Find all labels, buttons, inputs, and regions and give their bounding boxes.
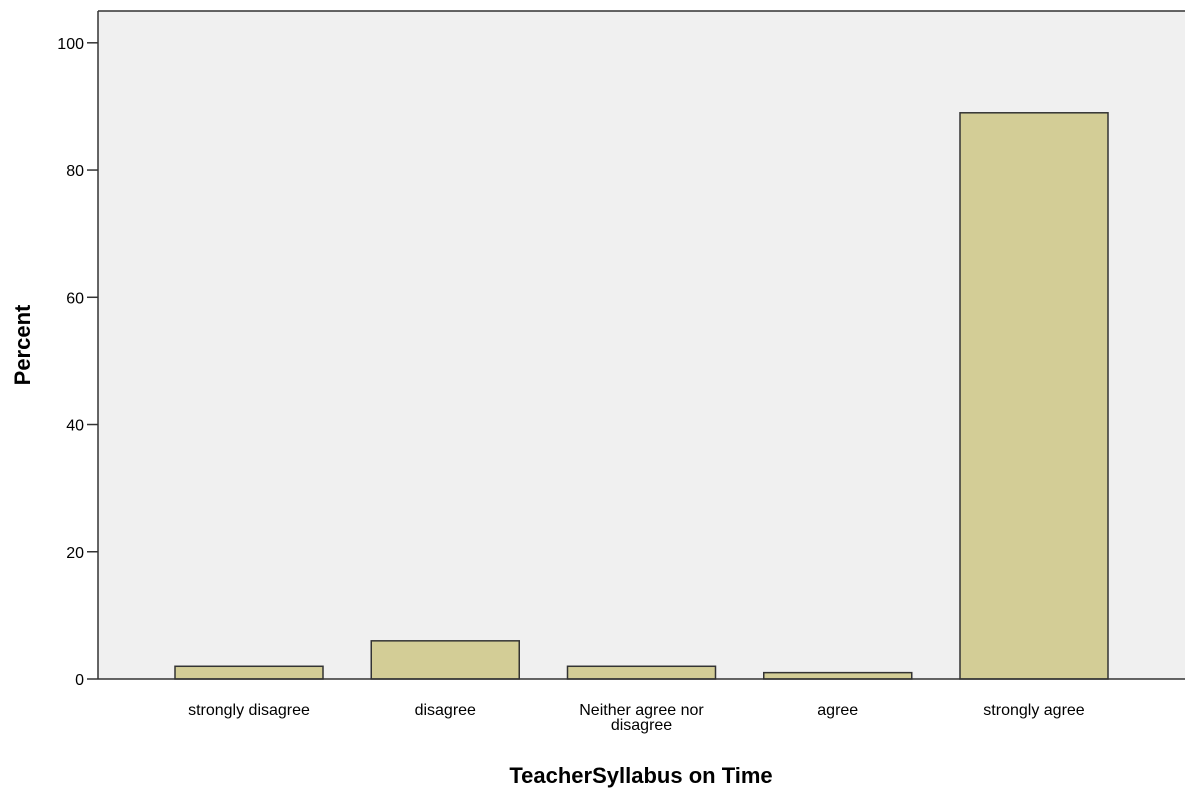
bar bbox=[763, 671, 913, 680]
bar bbox=[959, 112, 1109, 680]
y-tick-label: 80 bbox=[66, 163, 84, 180]
x-category-label: disagree bbox=[415, 702, 476, 719]
x-axis-labels: strongly disagree disagree Neither agree n… bbox=[188, 702, 1085, 734]
bars-group bbox=[174, 112, 1109, 680]
x-category-label: agree bbox=[817, 702, 858, 719]
y-tick-label: 40 bbox=[66, 418, 84, 435]
y-tick-label: 0 bbox=[75, 672, 84, 689]
x-axis-title: TeacherSyllabus on Time bbox=[509, 763, 772, 788]
bar bbox=[566, 665, 717, 680]
x-category-label: strongly agree bbox=[983, 702, 1084, 719]
bar bbox=[370, 640, 520, 680]
y-axis-ticks: 0 20 40 60 80 100 bbox=[57, 36, 98, 689]
x-category-label: strongly disagree bbox=[188, 702, 310, 719]
y-tick-label: 100 bbox=[57, 36, 84, 53]
bar bbox=[174, 665, 324, 680]
x-category-label: Neither agree nor disagree bbox=[579, 702, 704, 734]
y-axis-title: Percent bbox=[10, 304, 35, 385]
y-tick-label: 20 bbox=[66, 545, 84, 562]
y-tick-label: 60 bbox=[66, 290, 84, 307]
